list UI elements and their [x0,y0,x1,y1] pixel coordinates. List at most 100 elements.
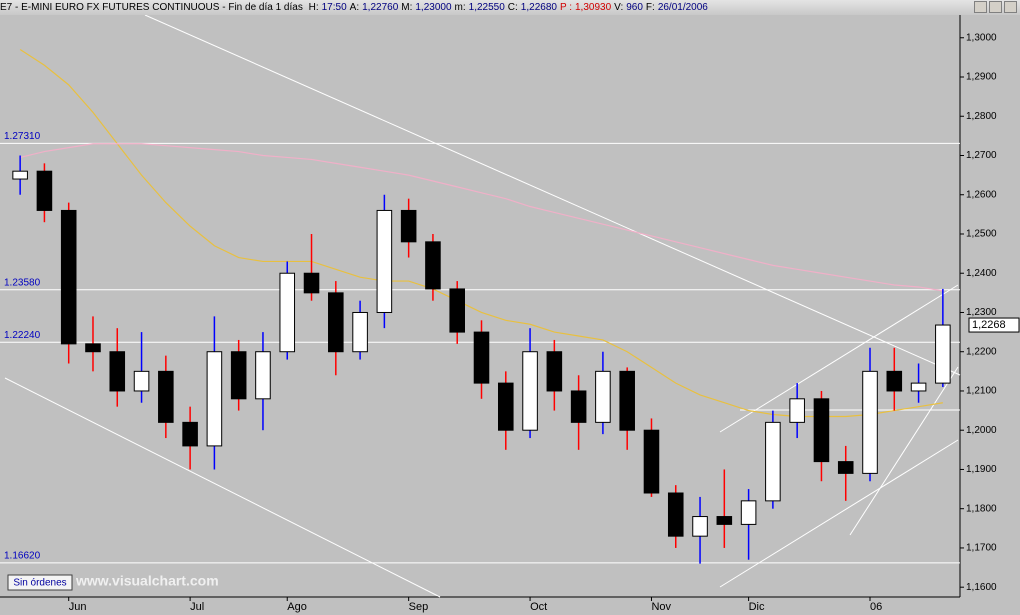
y-tick-label: 1,3000 [966,32,997,43]
y-tick-label: 1,2700 [966,150,997,161]
candle-body [692,516,708,537]
field-value: 1,23000 [415,2,452,13]
candle-body [109,351,126,392]
orders-button-label[interactable]: Sin órdenes [13,578,66,589]
candle-body [570,390,587,423]
y-tick-label: 1,2200 [966,346,997,357]
instrument: E7 - E-MINI EURO FX FUTURES CONTINUOUS -… [0,2,303,13]
field-label: H: [308,2,319,13]
field-label: m: [454,2,466,13]
maximize[interactable] [989,1,1002,13]
candle-body [303,272,320,294]
candle-body [279,272,296,353]
candle-body [230,351,247,400]
candle-body [910,382,927,392]
y-tick-label: 1,2900 [966,72,997,83]
field-value: 26/01/2006 [657,2,708,13]
candle-body [595,370,611,423]
candle-body [837,461,854,474]
x-tick-label: Ago [287,601,307,613]
candle-body [376,209,393,313]
y-tick-label: 1,2000 [966,425,997,436]
field-label: F: [645,2,655,13]
level-label: 1.27310 [4,131,41,142]
y-tick-label: 1,2100 [966,386,997,397]
orders-button[interactable] [7,574,73,591]
y-tick-label: 1,2800 [966,111,997,122]
x-tick-label: 06 [870,601,882,613]
moving-average [19,143,943,292]
field-value: 1,30930 [575,2,612,13]
level-label: 1.16620 [4,550,41,561]
last-price-box [968,317,1020,333]
candle-body [85,343,101,353]
title-bar: E7 - E-MINI EURO FX FUTURES CONTINUOUS -… [0,0,1020,16]
y-tick-label: 1,1700 [966,543,997,554]
field-value: 1,22550 [468,2,505,13]
y-tick-label: 1,1900 [966,464,997,475]
field-label: V: [614,2,624,13]
candle-body [813,398,830,463]
candle-body [522,351,538,431]
field-label: P : [559,2,572,13]
trend-line [144,15,961,376]
y-tick-label: 1,1800 [966,503,997,514]
field-label: A: [349,2,360,13]
candle-body [667,492,684,537]
y-tick-label: 1,1600 [966,582,997,593]
trend-line [719,284,959,433]
last-price-label: 1,2268 [972,319,1006,331]
x-tick-label: Dic [749,601,765,613]
background [0,15,1020,615]
candle-body [473,331,490,384]
candle-body [12,170,28,180]
x-tick-label: Jun [69,601,87,613]
candle-body [862,370,878,474]
y-tick-label: 1,2500 [966,229,997,240]
close[interactable] [1004,1,1017,13]
field-value: 1,22760 [362,2,399,13]
candle-body [716,516,733,525]
candle-body [425,241,441,290]
candle-body [643,429,660,494]
trend-line [849,366,959,536]
candle-body [619,370,635,431]
candle-body [400,209,417,243]
level-label: 1.22240 [4,330,41,341]
field-value: 1,22680 [520,2,557,13]
watermark: www.visualchart.com [75,573,219,589]
field-label: M: [401,2,413,13]
candle-body [206,351,223,447]
candle-body [352,311,368,353]
field-value: 17:50 [321,2,347,13]
chart: Sin órdenes www.visualchart.com 1,1600 1,… [0,15,1020,615]
y-tick-label: 1,2400 [966,268,997,279]
candle-body [497,382,514,431]
candle-body [36,170,53,211]
x-tick-label: Jul [190,601,204,613]
candle-body [255,351,271,400]
candle-body [182,421,198,447]
y-tick-label: 1,2600 [966,189,997,200]
candle-body [886,370,903,392]
candle-body [60,209,77,345]
candle-body [546,351,563,392]
moving-average [19,49,943,418]
level-label: 1.23580 [4,277,41,288]
window-buttons[interactable] [974,1,1017,13]
y-tick-label: 1,2300 [966,307,997,318]
field-value: 960 [626,2,643,13]
x-tick-label: Sep [409,601,429,613]
candle-body [935,324,951,384]
field-label: C: [507,2,518,13]
minimize[interactable] [974,1,987,13]
candle-body [765,421,781,502]
trend-line [4,377,441,598]
x-tick-label: Nov [651,601,671,613]
candle-body [740,500,757,525]
candle-body [133,370,150,392]
candle-body [328,292,344,353]
candle-body [158,370,174,423]
x-tick-label: Oct [530,601,547,613]
